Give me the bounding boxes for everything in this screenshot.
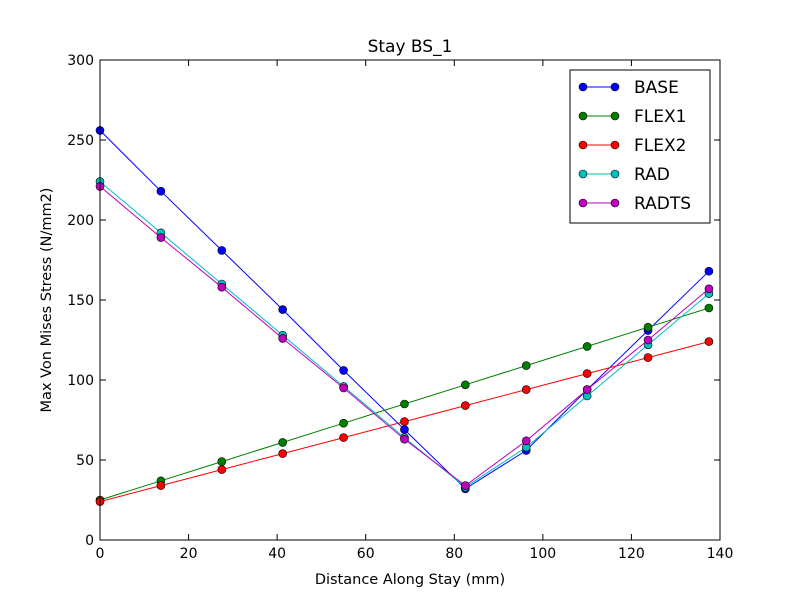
legend-box [569,69,711,224]
data-point-base [217,246,227,255]
data-point-base [400,425,409,434]
axes-frame [99,59,721,541]
legend-label-flex2: FLEX2 [634,136,686,156]
chart-title: Stay BS_1 [368,37,453,57]
legend-label-base: BASE [634,78,679,98]
data-point-flex1 [643,322,653,332]
data-point-radts [217,282,227,292]
y-tick-label: 0 [85,533,94,549]
x-tick-label: 120 [618,546,645,562]
x-tick-label: 100 [529,546,556,562]
data-point-radts [582,385,592,394]
legend-label-rad: RAD [634,165,670,185]
data-point-base [704,266,714,276]
data-point-flex2 [643,353,653,362]
data-point-flex1 [521,361,531,370]
data-point-flex1 [278,438,287,447]
axis-ticks: 0 20 40 60 80 100 120 140 0 50 100 150 200 250 300 [67,53,733,562]
x-tick-label: 60 [357,546,375,562]
legend-marker-radts [578,198,588,208]
data-point-flex1 [400,399,409,409]
x-tick-label: 80 [445,546,463,562]
data-point-flex1 [704,303,714,313]
legend-marker-flex2 [578,140,588,150]
data-point-flex2 [521,385,531,394]
data-point-radts [400,434,409,444]
x-tick-label: 40 [268,546,286,562]
legend-marker-flex2 [610,140,620,150]
legend: BASE FLEX1 FLEX2 RAD RADTS [569,69,711,224]
plot-area [95,126,714,506]
data-point-flex1 [217,457,227,466]
data-point-flex2 [582,369,592,378]
legend-marker-flex1 [610,111,620,121]
data-point-flex1 [339,418,348,428]
y-tick-label: 150 [67,293,94,309]
data-point-flex2 [156,481,166,490]
data-point-flex1 [582,342,592,351]
data-point-flex2 [704,337,714,346]
y-tick-label: 200 [67,213,94,229]
x-tick-label: 140 [707,546,734,562]
y-axis-label: Max Von Mises Stress (N/mm2) [39,188,55,413]
legend-marker-radts [610,198,620,208]
y-tick-label: 300 [67,53,94,69]
legend-label-flex1: FLEX1 [634,107,686,127]
data-point-flex2 [278,449,287,458]
legend-marker-flex1 [578,111,588,121]
data-point-radts [461,481,470,490]
data-point-radts [339,383,348,393]
legend-marker-rad [610,169,620,179]
data-point-flex2 [339,433,348,442]
data-point-flex2 [400,417,409,426]
legend-marker-base [578,82,588,92]
data-point-radts [156,233,166,242]
x-tick-label: 20 [180,546,198,562]
data-point-base [278,305,287,314]
data-point-flex2 [461,401,470,410]
legend-marker-rad [578,169,588,179]
data-point-flex1 [461,380,470,390]
legend-marker-base [610,82,620,92]
y-tick-label: 100 [67,373,94,389]
x-tick-label: 0 [96,546,105,562]
data-point-base [156,186,166,196]
y-tick-label: 250 [67,133,94,149]
data-point-flex2 [217,465,227,474]
data-point-radts [278,334,287,343]
x-axis-label: Distance Along Stay (mm) [315,572,505,588]
legend-label-radts: RADTS [634,194,691,214]
y-tick-label: 50 [76,453,94,469]
data-point-base [339,366,348,375]
data-point-radts [521,436,531,446]
data-point-radts [704,284,714,294]
data-point-radts [643,335,653,345]
